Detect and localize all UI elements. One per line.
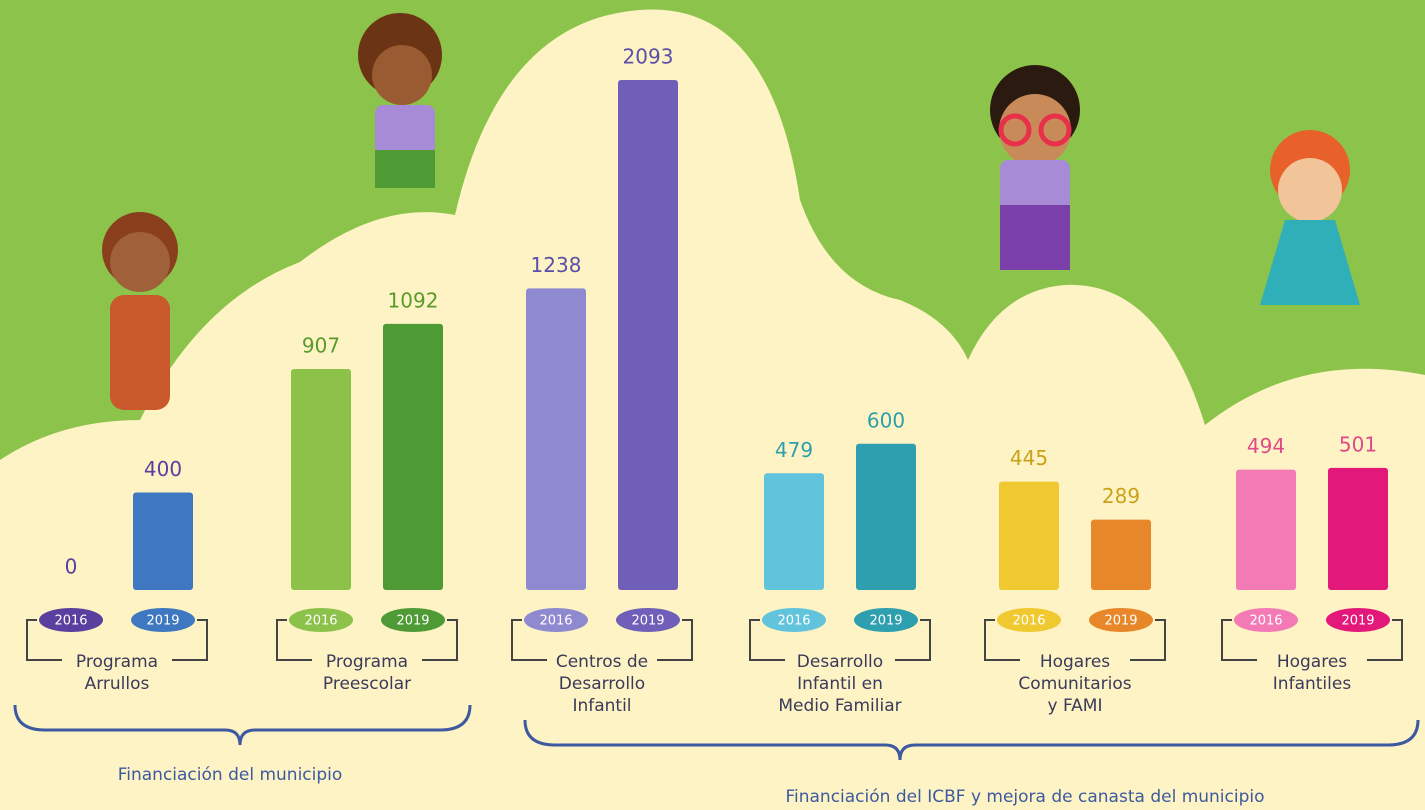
bar: [856, 443, 916, 590]
category-label: Infantil: [572, 696, 631, 716]
value-label: 289: [1102, 484, 1140, 508]
category-bracket: [276, 619, 458, 661]
group-brace: [13, 704, 472, 746]
year-badge: [616, 608, 680, 632]
bar: [291, 368, 351, 590]
category-label: Programa: [76, 652, 158, 672]
bar: [618, 80, 678, 590]
year-label: 2016: [1012, 614, 1045, 629]
category-label: Hogares: [1040, 652, 1110, 672]
year-label: 2019: [146, 614, 179, 629]
year-badge: [1326, 608, 1390, 632]
bar: [1236, 469, 1296, 590]
category-label: Infantil en: [797, 674, 883, 694]
year-label: 2019: [869, 614, 902, 629]
category-label: Medio Familiar: [778, 696, 901, 716]
category-label: Programa: [326, 652, 408, 672]
year-label: 2016: [539, 614, 572, 629]
year-label: 2016: [54, 614, 87, 629]
year-label: 2019: [1341, 614, 1374, 629]
value-label: 0: [65, 555, 78, 579]
category-bracket: [1221, 619, 1403, 661]
bar: [999, 481, 1059, 590]
bar: [526, 288, 586, 590]
category-bracket: [984, 619, 1166, 661]
child-illustration: [358, 13, 442, 188]
value-label: 600: [867, 408, 905, 432]
category-label: Centros de: [556, 652, 648, 672]
value-label: 907: [302, 333, 340, 357]
group-brace: [523, 719, 1420, 761]
category-bracket: [749, 619, 931, 661]
year-badge: [289, 608, 353, 632]
bar: [383, 323, 443, 590]
category-label: Desarrollo: [559, 674, 645, 694]
value-label: 501: [1339, 432, 1377, 456]
child-illustration: [102, 212, 178, 410]
value-label: 2093: [623, 45, 674, 69]
year-label: 2016: [304, 614, 337, 629]
value-label: 479: [775, 438, 813, 462]
year-badge: [381, 608, 445, 632]
child-illustration: [1260, 130, 1360, 305]
year-badge: [39, 608, 103, 632]
value-label: 400: [144, 457, 182, 481]
year-label: 2019: [1104, 614, 1137, 629]
value-label: 494: [1247, 434, 1285, 458]
bar: [764, 473, 824, 590]
value-label: 1092: [388, 288, 439, 312]
category-label: Desarrollo: [797, 652, 883, 672]
bar: [1091, 519, 1151, 590]
year-badge: [762, 608, 826, 632]
year-label: 2019: [396, 614, 429, 629]
year-badge: [854, 608, 918, 632]
category-label: Infantiles: [1273, 674, 1352, 694]
year-badge: [524, 608, 588, 632]
group-label: Financiación del ICBF y mejora de canast…: [785, 787, 1264, 807]
category-label: y FAMI: [1048, 696, 1103, 716]
year-badge: [997, 608, 1061, 632]
year-label: 2016: [777, 614, 810, 629]
value-label: 1238: [531, 253, 582, 277]
cloud-background: [0, 9, 1425, 810]
category-bracket: [511, 619, 693, 661]
category-label: Comunitarios: [1018, 674, 1131, 694]
child-illustration: [990, 65, 1080, 270]
bar: [133, 492, 193, 590]
category-bracket: [26, 619, 208, 661]
year-badge: [1234, 608, 1298, 632]
category-label: Preescolar: [323, 674, 411, 694]
year-badge: [131, 608, 195, 632]
group-label: Financiación del municipio: [118, 765, 343, 785]
year-badge: [1089, 608, 1153, 632]
category-label: Hogares: [1277, 652, 1347, 672]
value-label: 445: [1010, 446, 1048, 470]
year-label: 2019: [631, 614, 664, 629]
year-label: 2016: [1249, 614, 1282, 629]
bar: [1328, 467, 1388, 590]
category-label: Arrullos: [85, 674, 150, 694]
